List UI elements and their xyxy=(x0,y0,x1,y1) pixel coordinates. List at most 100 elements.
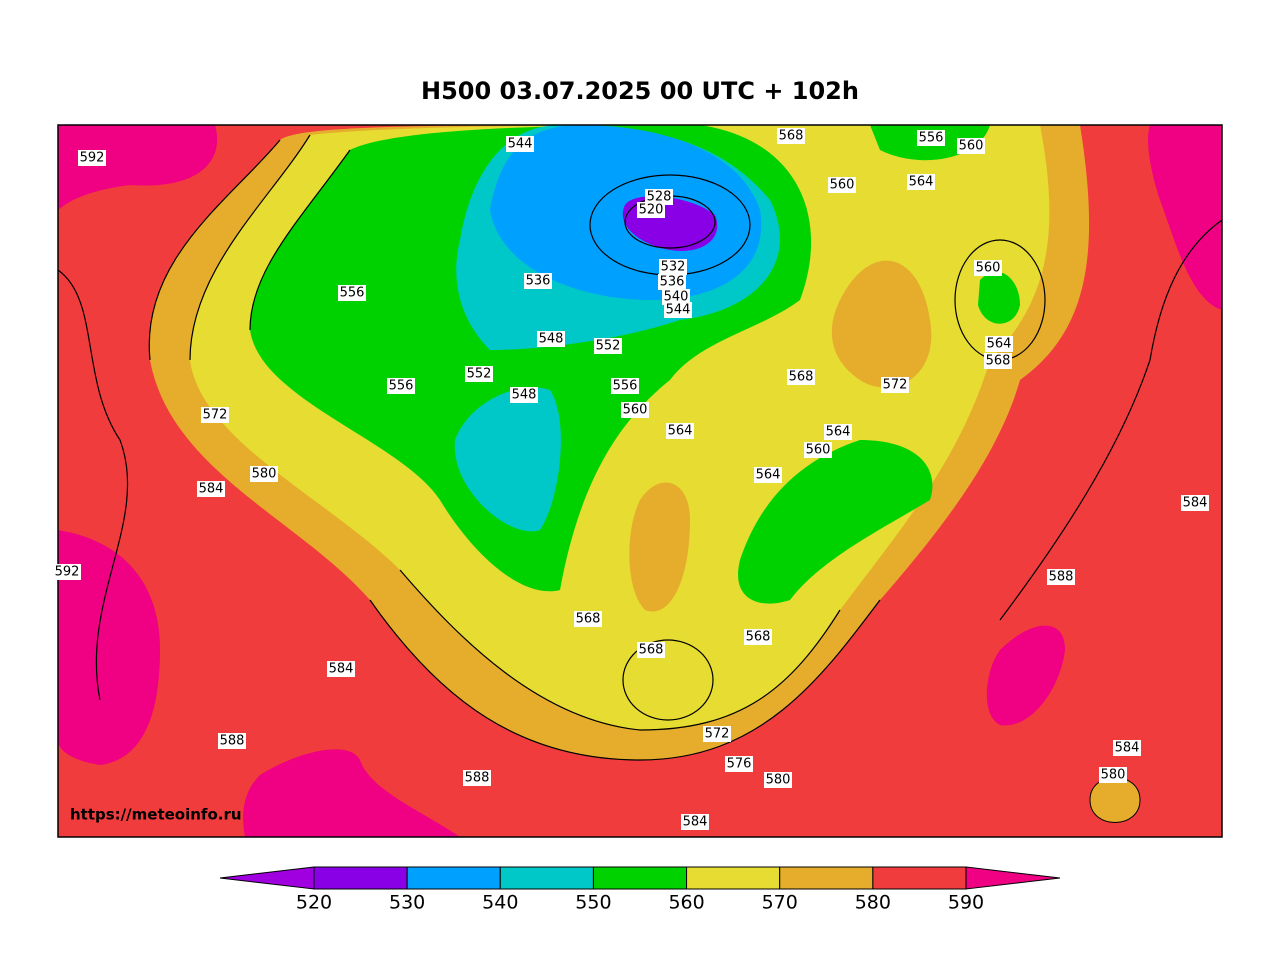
contour-label: 532 xyxy=(661,260,686,275)
label-box xyxy=(1181,495,1209,511)
label-box xyxy=(666,423,694,439)
contour-label: 560 xyxy=(623,403,648,418)
contour-label: 568 xyxy=(789,370,814,385)
label-box xyxy=(881,377,909,393)
label-box xyxy=(662,289,690,305)
contour-label: 588 xyxy=(465,771,490,786)
label-box xyxy=(218,733,246,749)
label-box xyxy=(754,467,782,483)
contour-label: 584 xyxy=(199,482,224,497)
label-box xyxy=(78,150,106,166)
contour-label: 568 xyxy=(986,354,1011,369)
label-box xyxy=(658,274,686,290)
label-box xyxy=(681,814,709,830)
contour-label: 520 xyxy=(639,203,664,218)
contour-label: 568 xyxy=(746,630,771,645)
label-box xyxy=(703,726,731,742)
label-box xyxy=(465,366,493,382)
label-box xyxy=(725,756,753,772)
colorbar-extend-high xyxy=(965,866,1061,890)
label-box xyxy=(1099,767,1127,783)
label-box xyxy=(1113,740,1141,756)
label-box xyxy=(574,611,602,627)
contour-label: 584 xyxy=(329,662,354,677)
contour-label: 544 xyxy=(508,137,533,152)
label-box xyxy=(327,661,355,677)
contour-label: 536 xyxy=(526,274,551,289)
contour-label: 548 xyxy=(512,388,537,403)
contour-label: 592 xyxy=(55,565,80,580)
label-box xyxy=(53,564,81,580)
label-box xyxy=(984,353,1012,369)
contour-label: 540 xyxy=(664,290,689,305)
label-box xyxy=(510,387,538,403)
label-box xyxy=(637,202,665,218)
label-box xyxy=(777,128,805,144)
label-box xyxy=(787,369,815,385)
contour-label: 556 xyxy=(919,131,944,146)
label-box xyxy=(804,442,832,458)
contour-label: 580 xyxy=(252,467,277,482)
label-box xyxy=(974,260,1002,276)
label-box xyxy=(506,136,534,152)
map-frame xyxy=(57,124,1223,838)
contour-label: 580 xyxy=(1101,768,1126,783)
contour-label: 568 xyxy=(576,612,601,627)
map-field xyxy=(58,125,1222,837)
contour-label: 572 xyxy=(705,727,730,742)
contour-label: 544 xyxy=(666,303,691,318)
colorbar-segment xyxy=(592,866,688,890)
colorbar-segment xyxy=(872,866,967,890)
label-box xyxy=(824,424,852,440)
label-box xyxy=(637,642,665,658)
contour-label: 560 xyxy=(959,139,984,154)
contour-label: 584 xyxy=(1183,496,1208,511)
contour-label: 528 xyxy=(647,190,672,205)
colorbar-tick-label: 570 xyxy=(762,892,798,914)
label-box xyxy=(197,481,225,497)
contour-label: 564 xyxy=(826,425,851,440)
label-box xyxy=(387,378,415,394)
contour-label: 556 xyxy=(340,286,365,301)
contour-label: 588 xyxy=(220,734,245,749)
colorbar-extend-low xyxy=(219,866,315,890)
contour-label: 560 xyxy=(830,178,855,193)
contour-label: 592 xyxy=(80,151,105,166)
colorbar-tick-label: 590 xyxy=(948,892,984,914)
contour-label: 580 xyxy=(766,773,791,788)
label-box xyxy=(611,378,639,394)
label-box xyxy=(463,770,491,786)
label-box xyxy=(524,273,552,289)
colorbar-tick-label: 540 xyxy=(482,892,518,914)
label-box xyxy=(338,285,366,301)
contour-label: 560 xyxy=(976,261,1001,276)
label-box xyxy=(537,331,565,347)
contour-label: 576 xyxy=(727,757,752,772)
colorbar-tick-label: 550 xyxy=(575,892,611,914)
label-box xyxy=(1047,569,1075,585)
contour-label: 584 xyxy=(683,815,708,830)
contour-label: 564 xyxy=(909,175,934,190)
contour-label: 564 xyxy=(668,424,693,439)
contour-label: 572 xyxy=(203,408,228,423)
colorbar-segment xyxy=(499,866,594,890)
colorbar-segment xyxy=(779,866,874,890)
contour-label: 584 xyxy=(1115,741,1140,756)
label-box xyxy=(659,259,687,275)
label-box xyxy=(594,338,622,354)
title: H500 03.07.2025 00 UTC + 102h xyxy=(421,77,859,105)
contour-label: 568 xyxy=(779,129,804,144)
contour-label: 556 xyxy=(389,379,414,394)
label-box xyxy=(201,407,229,423)
label-box xyxy=(828,177,856,193)
label-box xyxy=(985,336,1013,352)
label-box xyxy=(664,302,692,318)
colorbar-segment xyxy=(406,866,501,890)
label-box xyxy=(907,174,935,190)
colorbar-segment xyxy=(313,866,408,890)
contour-label: 568 xyxy=(639,643,664,658)
contour-label: 564 xyxy=(756,468,781,483)
